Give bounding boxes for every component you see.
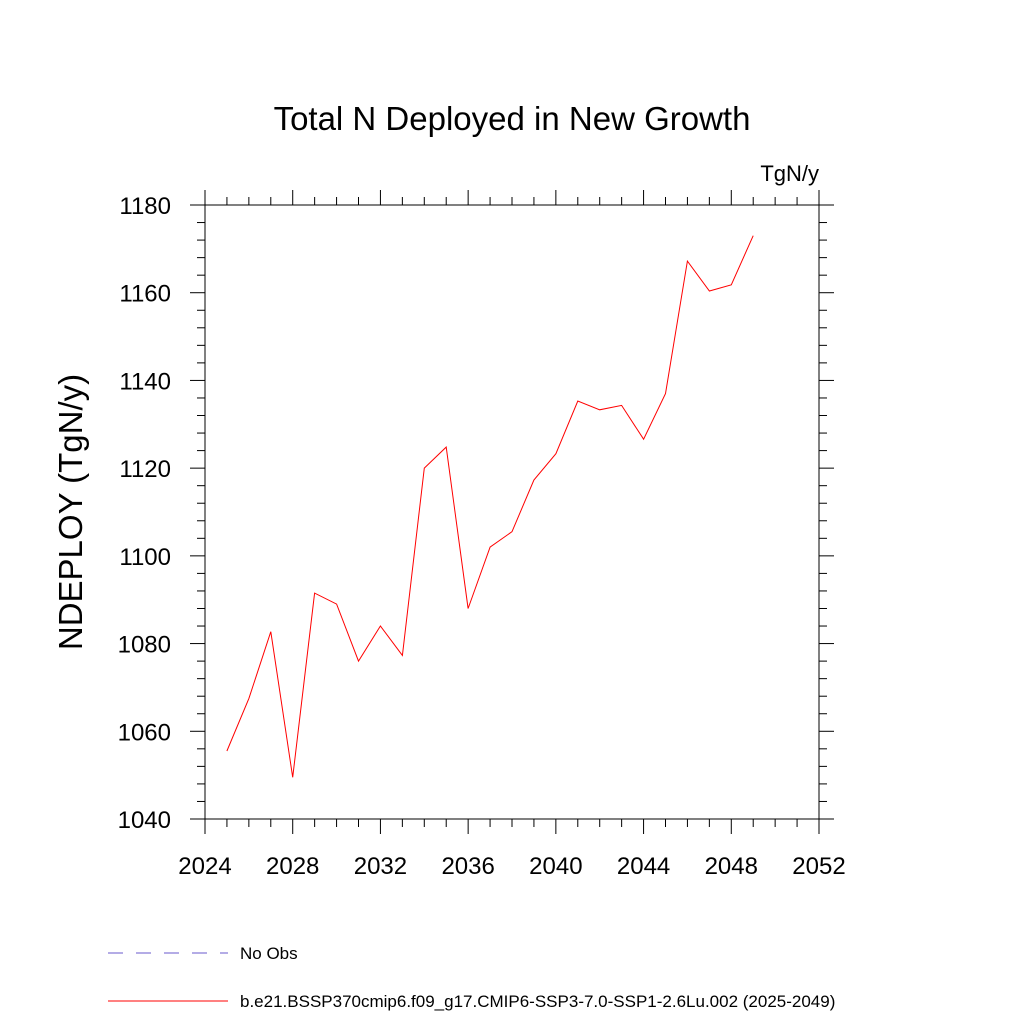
y-tick-label: 1080 xyxy=(118,632,171,659)
y-tick-label: 1060 xyxy=(118,719,171,746)
axis-ticks xyxy=(190,190,834,834)
x-tick-labels: 2024 2028 2032 2036 2040 2044 2048 2052 xyxy=(178,853,845,880)
series-group xyxy=(226,235,754,778)
legend: No Obs b.e21.BSSP370cmip6.f09_g17.CMIP6-… xyxy=(108,944,835,1011)
series-line xyxy=(226,235,754,778)
y-axis-label: NDEPLOY (TgN/y) xyxy=(52,374,89,650)
y-tick-label: 1120 xyxy=(119,456,171,483)
y-tick-label: 1100 xyxy=(119,544,171,571)
y-tick-label: 1180 xyxy=(119,193,171,220)
x-tick-label: 2048 xyxy=(705,853,758,880)
x-tick-label: 2032 xyxy=(354,853,407,880)
y-tick-label: 1140 xyxy=(119,368,171,395)
y-tick-label: 1160 xyxy=(119,281,171,308)
chart-title: Total N Deployed in New Growth xyxy=(274,100,751,137)
plot-frame xyxy=(204,204,820,820)
legend-label-series: b.e21.BSSP370cmip6.f09_g17.CMIP6-SSP3-7.… xyxy=(240,992,835,1011)
legend-label-no-obs: No Obs xyxy=(240,944,298,963)
units-label: TgN/y xyxy=(760,161,819,186)
x-tick-label: 2044 xyxy=(617,853,670,880)
x-tick-label: 2028 xyxy=(266,853,319,880)
x-tick-label: 2040 xyxy=(529,853,582,880)
x-tick-label: 2052 xyxy=(792,853,845,880)
y-tick-labels: 1040 1060 1080 1100 1120 1140 1160 1180 xyxy=(118,193,171,834)
x-tick-label: 2036 xyxy=(441,853,494,880)
x-tick-label: 2024 xyxy=(178,853,231,880)
y-tick-label: 1040 xyxy=(118,807,171,834)
